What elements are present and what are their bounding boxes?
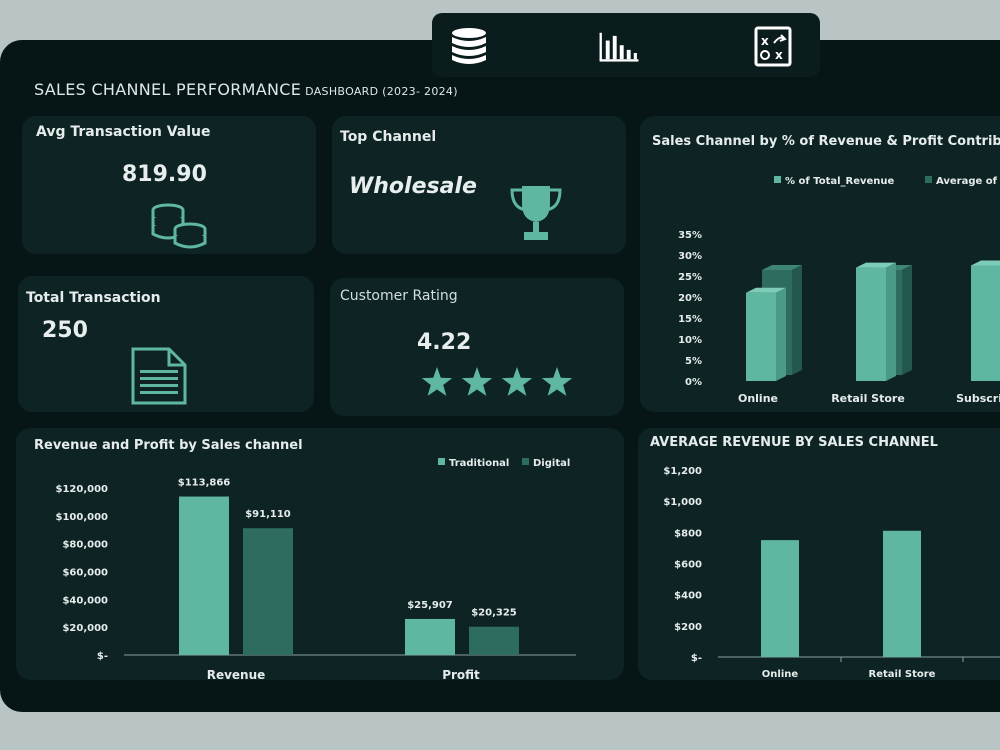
star-icon	[501, 367, 533, 396]
y-tick-label: 10%	[678, 335, 702, 346]
kpi-value: Wholesale	[349, 174, 477, 199]
legend-swatch	[522, 458, 529, 465]
bar-traditional	[746, 292, 776, 381]
y-tick-label: $20,000	[62, 623, 108, 634]
title-subtitle: DASHBOARD (2023- 2024)	[305, 85, 458, 98]
star-icon	[421, 367, 453, 396]
bar-side	[902, 265, 912, 375]
bar-traditional	[405, 618, 455, 655]
bar-top	[971, 260, 1000, 266]
y-tick-label: $-	[97, 651, 108, 662]
data-label: $20,325	[471, 608, 517, 619]
legend-label: Average of	[936, 176, 998, 187]
y-tick-label: $-	[691, 653, 702, 664]
chart-title: AVERAGE REVENUE BY SALES CHANNEL	[650, 435, 938, 450]
legend-label: Traditional	[449, 458, 509, 469]
legend-label: Digital	[533, 458, 570, 469]
svg-text:x: x	[761, 34, 769, 48]
data-label: $91,110	[245, 509, 291, 520]
revenue-profit-chart-card: Revenue and Profit by Sales channel $- $2…	[16, 428, 624, 680]
trophy-icon	[510, 186, 562, 240]
y-tick-label: $120,000	[55, 484, 108, 495]
bar-traditional	[971, 265, 1000, 381]
kpi-avg-transaction-card: Avg Transaction Value 819.90	[22, 116, 316, 254]
kpi-label: Avg Transaction Value	[36, 124, 211, 140]
database-icon[interactable]	[448, 25, 490, 67]
kpi-value: 250	[42, 318, 88, 343]
y-tick-label: $400	[674, 591, 702, 602]
y-tick-label: $40,000	[62, 595, 108, 606]
y-tick-label: 0%	[685, 377, 702, 388]
bar-digital	[469, 626, 519, 655]
bar-top	[746, 287, 786, 293]
bar-traditional	[179, 496, 229, 655]
pct-revenue-chart: 0% 5% 10% 15% 20% 25% 30% 35% % of Total_Revenue…	[678, 176, 1000, 405]
y-tick-label: 20%	[678, 293, 702, 304]
x-tick-label: Subscrip	[956, 392, 1000, 405]
legend-swatch	[925, 176, 932, 183]
x-tick-label: Revenue	[207, 668, 266, 680]
revenue-profit-chart: $- $20,000 $40,000 $60,000 $80,000 $100,000 $1…	[55, 458, 576, 680]
bar-top	[856, 262, 896, 268]
bar-top	[762, 265, 802, 270]
y-tick-label: 30%	[678, 251, 702, 262]
bar-side	[792, 265, 802, 375]
title-text: SALES CHANNEL PERFORMANCE	[34, 80, 302, 99]
kpi-value: 819.90	[122, 162, 207, 187]
bar-chart-icon[interactable]	[598, 25, 640, 67]
kpi-value: 4.22	[417, 330, 472, 355]
y-tick-label: $1,200	[663, 466, 702, 477]
avg-revenue-chart-card: AVERAGE REVENUE BY SALES CHANNEL $- $200 $…	[638, 428, 1000, 680]
x-tick-label: Profit	[442, 668, 480, 680]
pct-revenue-chart-card: Sales Channel by % of Revenue & Profit C…	[640, 116, 1000, 412]
kpi-total-transaction-card: Total Transaction 250	[18, 276, 314, 412]
y-tick-label: $200	[674, 622, 702, 633]
avg-revenue-chart: $- $200 $400 $600 $800 $1,000 $1,200 Online Reta…	[663, 466, 1000, 680]
star-icon	[541, 367, 573, 396]
rating-stars	[421, 367, 573, 396]
legend-swatch	[438, 458, 445, 465]
svg-text:x: x	[775, 48, 783, 62]
y-tick-label: 15%	[678, 314, 702, 325]
kpi-label: Top Channel	[340, 129, 437, 145]
kpi-top-channel-card: Top Channel Wholesale	[332, 116, 626, 254]
kpi-label: Customer Rating	[340, 288, 458, 304]
y-tick-label: $1,000	[663, 497, 702, 508]
bar	[761, 540, 799, 657]
legend-swatch	[774, 176, 781, 183]
y-tick-label: 25%	[678, 272, 702, 283]
chart-title: Sales Channel by % of Revenue & Profit C…	[652, 134, 1000, 149]
x-tick-label: Online	[738, 392, 778, 405]
coins-icon	[151, 203, 207, 249]
x-tick-label: Retail Store	[869, 669, 936, 680]
bar-digital	[243, 528, 293, 655]
strategy-icon[interactable]: x x	[752, 25, 794, 67]
y-tick-label: 35%	[678, 230, 702, 241]
bar-traditional	[856, 267, 886, 381]
y-tick-label: $600	[674, 560, 702, 571]
y-tick-label: $80,000	[62, 540, 108, 551]
x-tick-label: Online	[762, 669, 799, 680]
y-tick-label: $60,000	[62, 568, 108, 579]
nav-bar: x x	[432, 13, 820, 77]
y-tick-label: 5%	[685, 356, 702, 367]
data-label: $25,907	[407, 600, 453, 611]
document-icon	[131, 347, 187, 405]
bar-side	[886, 262, 896, 381]
legend-label: % of Total_Revenue	[785, 176, 895, 187]
kpi-customer-rating-card: Customer Rating 4.22	[330, 278, 624, 416]
kpi-label: Total Transaction	[26, 290, 161, 306]
y-tick-label: $800	[674, 528, 702, 539]
star-icon	[461, 367, 493, 396]
page-title: SALES CHANNEL PERFORMANCE DASHBOARD (2023…	[34, 80, 458, 99]
bar-side	[776, 287, 786, 381]
chart-title: Revenue and Profit by Sales channel	[34, 438, 303, 453]
y-tick-label: $100,000	[55, 512, 108, 523]
bar	[883, 530, 921, 657]
x-tick-label: Retail Store	[831, 392, 905, 405]
data-label: $113,866	[178, 478, 231, 489]
